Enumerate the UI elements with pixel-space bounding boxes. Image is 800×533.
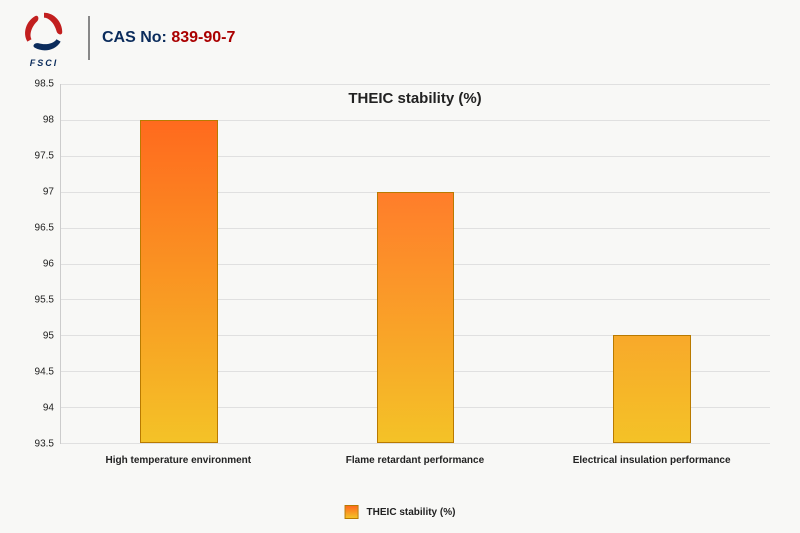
- y-tick-label: 98.5: [35, 79, 54, 90]
- y-tick-label: 97: [43, 187, 54, 198]
- cas-value: 839-90-7: [171, 29, 235, 46]
- y-tick-label: 98: [43, 115, 54, 126]
- y-tick-label: 94: [43, 403, 54, 414]
- bar-fill: [614, 336, 690, 442]
- cas-number: CAS No: 839-90-7: [102, 29, 235, 47]
- y-tick-label: 94.5: [35, 367, 54, 378]
- y-tick-label: 97.5: [35, 151, 54, 162]
- chart: THEIC stability (%) 93.59494.59595.59696…: [60, 84, 770, 444]
- grid-line: [61, 84, 770, 85]
- x-axis-labels: High temperature environmentFlame retard…: [60, 455, 770, 466]
- legend-swatch: [345, 505, 359, 519]
- legend: THEIC stability (%): [345, 505, 456, 519]
- bar: [377, 192, 455, 443]
- cas-label: CAS No:: [102, 29, 167, 46]
- y-tick-label: 96: [43, 259, 54, 270]
- grid-line: [61, 443, 770, 444]
- y-tick-label: 95: [43, 331, 54, 342]
- y-tick-label: 96.5: [35, 223, 54, 234]
- logo-text: FSCI: [30, 58, 59, 68]
- bar: [140, 120, 218, 443]
- plot-area: [60, 84, 770, 444]
- header-divider: [88, 16, 90, 60]
- bar-fill: [141, 121, 217, 442]
- bar: [613, 335, 691, 443]
- legend-label: THEIC stability (%): [367, 507, 456, 518]
- fsci-swirl-icon: [20, 8, 68, 56]
- x-label: High temperature environment: [60, 455, 297, 466]
- x-label: Electrical insulation performance: [533, 455, 770, 466]
- logo: FSCI: [12, 8, 76, 68]
- y-axis: 93.59494.59595.59696.59797.59898.5: [26, 84, 60, 444]
- bar-fill: [378, 193, 454, 442]
- y-tick-label: 95.5: [35, 295, 54, 306]
- header: FSCI CAS No: 839-90-7: [0, 0, 800, 76]
- x-label: Flame retardant performance: [297, 455, 534, 466]
- y-tick-label: 93.5: [35, 439, 54, 450]
